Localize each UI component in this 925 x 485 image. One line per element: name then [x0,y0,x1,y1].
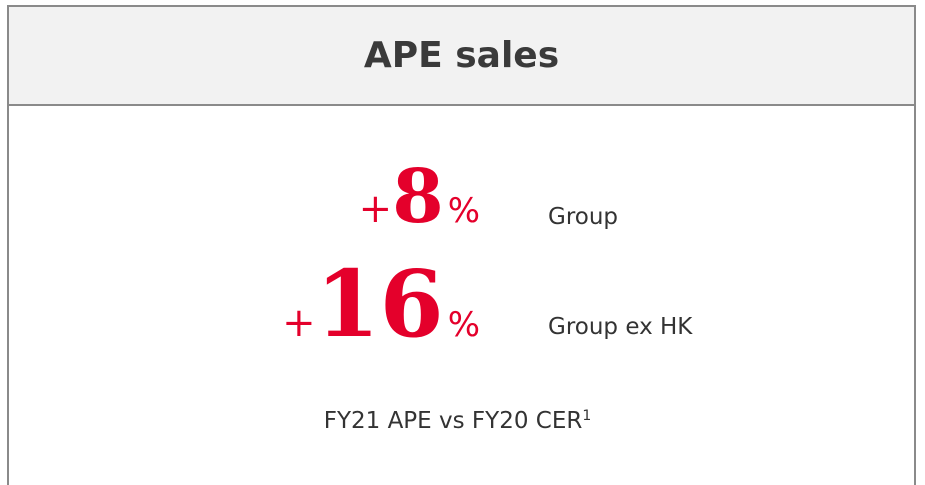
metric-label: Group [548,204,619,230]
metric-number: +8% [359,160,480,234]
metric-row: +16% Group ex HK [0,250,925,350]
footnote-text: FY21 APE vs FY20 CER [323,408,583,434]
footnote: FY21 APE vs FY20 CER 1 [0,408,925,434]
header: APE sales [9,7,914,106]
metric-sign: + [282,300,316,346]
metric-number: +16% [282,258,480,350]
footnote-marker: 1 [582,408,592,424]
metric-unit: % [447,305,480,345]
metric-label: Group ex HK [548,314,693,340]
metric-row: +8% Group [0,140,925,240]
metric-sign: + [358,186,393,232]
metric-unit: % [447,191,480,231]
header-title: APE sales [363,35,560,76]
panel: APE sales [7,5,916,485]
metric-value: 8 [392,154,444,240]
metric-value: 16 [315,250,444,358]
